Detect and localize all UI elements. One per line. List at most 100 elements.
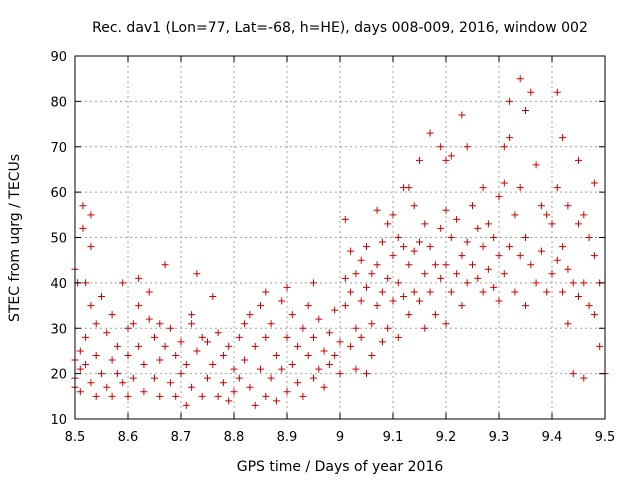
data-point	[283, 283, 291, 291]
data-point	[310, 279, 317, 287]
data-point	[310, 333, 317, 341]
data-point	[416, 156, 423, 164]
data-point	[426, 129, 434, 137]
data-point	[575, 292, 582, 300]
data-point	[575, 156, 582, 164]
data-point	[548, 220, 556, 228]
data-point	[145, 315, 153, 323]
data-point	[389, 252, 397, 260]
data-point	[79, 224, 87, 232]
data-point	[522, 302, 529, 310]
data-point	[463, 143, 471, 151]
data-point	[378, 288, 386, 296]
data-point	[92, 320, 100, 328]
data-point	[431, 261, 439, 269]
data-point	[511, 211, 519, 219]
data-point	[251, 342, 259, 350]
data-point	[214, 329, 222, 337]
data-point	[559, 134, 567, 142]
data-point	[161, 342, 169, 350]
data-point	[235, 333, 243, 341]
data-point	[246, 383, 254, 391]
data-point	[442, 261, 450, 269]
data-point	[442, 206, 450, 214]
data-point	[474, 224, 482, 232]
axes: 8.5 8.6 8.7 8.8 8.9 9 9.1 9.2 9.3 9.4 9.5 10 20 30 40 5…	[50, 50, 615, 445]
data-point	[495, 297, 503, 305]
data-point	[156, 392, 164, 400]
data-point	[447, 288, 455, 296]
data-point	[140, 388, 148, 396]
x-tick-label: 9.5	[595, 430, 616, 445]
data-point	[288, 361, 296, 369]
data-point	[405, 311, 413, 319]
data-point	[442, 156, 450, 164]
data-point	[124, 324, 132, 332]
data-points	[71, 75, 609, 409]
data-point	[384, 220, 392, 228]
data-point	[299, 392, 307, 400]
y-tick-label: 90	[50, 50, 67, 65]
data-point	[336, 338, 344, 346]
data-point	[108, 392, 116, 400]
data-point	[172, 351, 180, 359]
data-point	[193, 347, 201, 355]
data-point	[500, 270, 508, 278]
data-point	[230, 388, 238, 396]
data-point	[103, 329, 111, 337]
data-point	[437, 143, 445, 151]
data-point	[474, 274, 482, 282]
data-point	[352, 270, 360, 278]
data-point	[129, 320, 137, 328]
data-point	[580, 279, 588, 287]
data-point	[469, 202, 476, 210]
data-point	[241, 320, 249, 328]
data-point	[92, 351, 100, 359]
data-point	[225, 397, 233, 405]
data-point	[92, 392, 100, 400]
data-point	[543, 211, 551, 219]
data-point	[495, 252, 503, 260]
data-point	[82, 279, 90, 287]
data-point	[368, 270, 376, 278]
data-point	[490, 283, 498, 291]
data-point	[310, 374, 317, 382]
data-point	[384, 324, 392, 332]
data-point	[500, 179, 508, 187]
x-tick-label: 8.7	[171, 430, 192, 445]
data-point	[82, 361, 90, 369]
data-point	[79, 202, 87, 210]
data-point	[368, 351, 376, 359]
data-point	[225, 342, 233, 350]
data-point	[575, 220, 582, 228]
data-point	[204, 374, 211, 382]
data-point	[373, 261, 381, 269]
data-point	[257, 302, 264, 310]
data-point	[156, 356, 164, 364]
data-point	[188, 320, 196, 328]
data-point	[235, 374, 243, 382]
y-tick-label: 20	[50, 368, 67, 383]
data-point	[569, 370, 577, 378]
data-point	[219, 379, 227, 387]
data-point	[522, 106, 529, 114]
data-point	[182, 361, 190, 369]
data-point	[278, 365, 286, 373]
data-point	[262, 392, 270, 400]
data-point	[394, 234, 402, 241]
x-tick-label: 9	[336, 430, 344, 445]
data-point	[262, 288, 270, 296]
data-point	[357, 297, 365, 305]
data-point	[283, 333, 291, 341]
data-point	[198, 333, 206, 341]
data-point	[484, 265, 492, 273]
data-point	[209, 292, 217, 300]
data-point	[543, 288, 551, 296]
data-point	[145, 288, 153, 296]
y-tick-label: 80	[50, 95, 67, 110]
data-point	[495, 193, 503, 201]
data-point	[590, 311, 598, 319]
chart-title: Rec. dav1 (Lon=77, Lat=-68, h=HE), days …	[92, 20, 588, 36]
data-point	[182, 401, 190, 409]
